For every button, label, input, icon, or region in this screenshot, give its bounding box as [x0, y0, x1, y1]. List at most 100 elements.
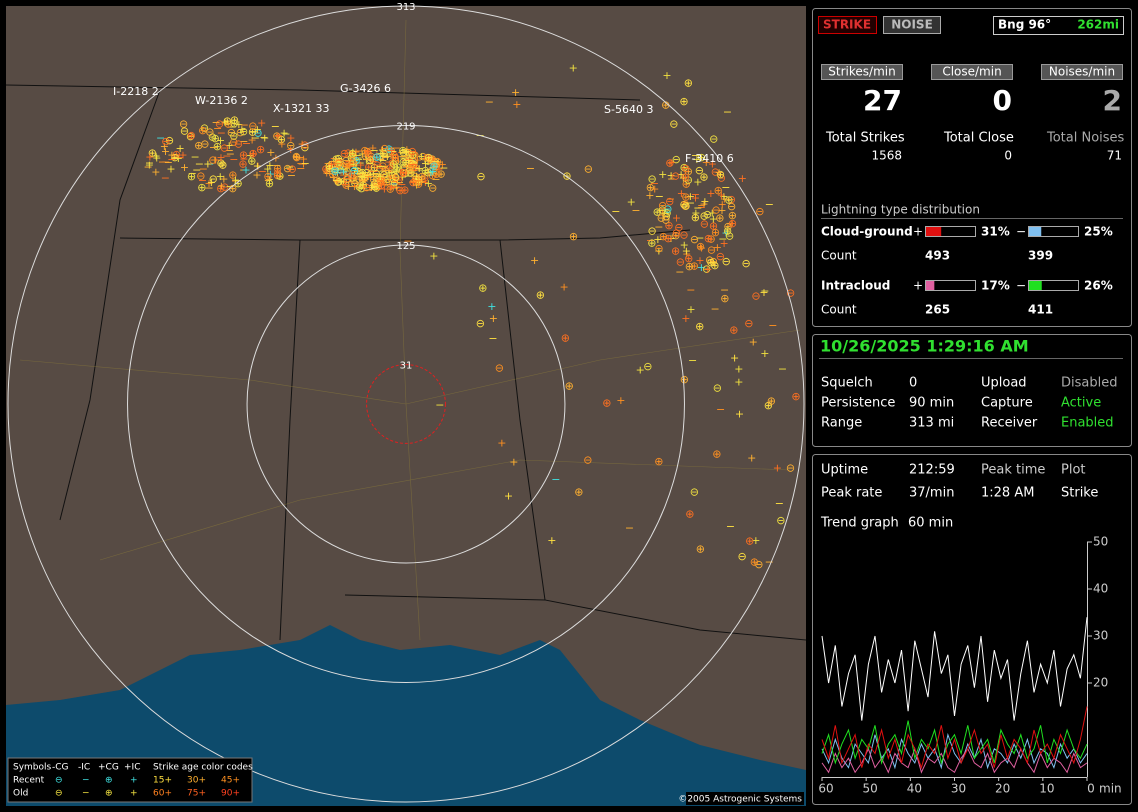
button-label[interactable]: STRIKE [823, 18, 871, 32]
strike-symbol: ⊕ [406, 151, 415, 164]
strike-symbol: − [272, 159, 281, 172]
strike-symbol: + [719, 237, 728, 250]
strike-symbol: ⊕ [292, 150, 301, 163]
strike-symbol: ⊖ [654, 242, 663, 255]
strike-symbol: ⊖ [674, 221, 683, 234]
symbol: ⊖ [55, 789, 63, 799]
strike-symbol: + [404, 160, 413, 173]
strike-symbol: ⊖ [300, 141, 309, 154]
strike-symbol: ⊖ [407, 157, 416, 170]
strike-symbol: ⊕ [355, 180, 364, 193]
strike-symbol: ⊖ [357, 182, 366, 195]
strike-symbol: ⊕ [399, 167, 408, 180]
strike-symbol: + [266, 168, 275, 181]
strike-symbol: ⊖ [342, 158, 351, 171]
strike-symbol: − [328, 155, 337, 168]
strike-symbol: − [710, 303, 719, 316]
strike-symbol: − [353, 151, 362, 164]
distribution-title: Lightning type distribution [821, 203, 980, 217]
strike-button[interactable] [818, 16, 877, 34]
count: 399 [1028, 249, 1053, 263]
strike-symbol: + [351, 162, 360, 175]
strike-symbol: + [387, 166, 396, 179]
strike-symbol: − [364, 169, 373, 182]
strike-symbol: ⊕ [682, 177, 691, 190]
strike-symbol: ⊕ [671, 245, 680, 258]
status-label: Persistence [821, 396, 895, 411]
strike-symbol: ⊕ [372, 182, 381, 195]
strike-symbol: ⊕ [711, 226, 720, 239]
strike-symbol: ⊕ [401, 156, 410, 169]
station-label: G-3426 6 [340, 82, 391, 95]
strike-symbol: ⊕ [389, 158, 398, 171]
strike-symbol: ⊕ [230, 114, 239, 127]
strike-symbol: − [397, 178, 406, 191]
strike-symbol: + [363, 145, 372, 158]
strike-symbol: ⊕ [706, 232, 715, 245]
strike-symbol: ⊕ [791, 390, 800, 403]
strike-symbol: ⊖ [428, 182, 437, 195]
panel [812, 454, 1132, 805]
strike-symbol: ⊖ [348, 148, 357, 161]
road [399, 19, 421, 641]
strike-symbol: ⊕ [423, 166, 432, 179]
strike-symbol: − [778, 363, 787, 376]
strike-symbol: + [398, 170, 407, 183]
strike-symbol: − [383, 173, 392, 186]
strike-symbol: ⊕ [379, 147, 388, 160]
strike-symbol: ⊖ [341, 179, 350, 192]
strike-symbol: − [365, 157, 374, 170]
strike-symbol: + [210, 154, 219, 167]
count-label: Count [821, 249, 857, 263]
strike-symbol: + [358, 147, 367, 160]
strike-symbol: ⊖ [672, 227, 681, 240]
strike-symbol: ⊕ [391, 151, 400, 164]
strike-symbol: − [158, 155, 167, 168]
stat-text: Uptime [821, 463, 868, 478]
strike-symbol: + [166, 162, 175, 175]
strike-symbol: + [559, 280, 568, 293]
strike-symbol: + [511, 86, 520, 99]
strike-symbol: + [738, 172, 747, 185]
strike-symbol: ⊕ [368, 153, 377, 166]
stat-text: 1:28 AM [981, 486, 1034, 501]
symbol: − [82, 776, 90, 786]
strike-symbol: ⊕ [723, 220, 732, 233]
strike-symbol: + [734, 362, 743, 375]
strike-symbol: − [213, 122, 222, 135]
strike-symbol: − [379, 164, 388, 177]
trend-graph: 20 30 40 50 60 50 40 30 20 10 0 min [818, 535, 1121, 796]
strike-symbol: ⊕ [273, 162, 282, 175]
status-label: Range [821, 416, 862, 431]
range-label: 313 [396, 2, 415, 13]
strike-symbol: − [239, 163, 248, 176]
strike-symbol: ⊖ [376, 174, 385, 187]
strike-symbol: + [718, 198, 727, 211]
strike-symbol: + [717, 189, 726, 202]
strike-symbol: ⊖ [391, 155, 400, 168]
strike-symbol: + [616, 394, 625, 407]
noise-button[interactable] [883, 16, 941, 34]
strike-symbol: + [404, 154, 413, 167]
bar-fill [926, 281, 935, 290]
strike-symbol: ⊕ [647, 236, 656, 249]
strike-symbol: − [485, 95, 494, 108]
strike-symbol: + [682, 247, 691, 260]
station-label: X-1321 33 [273, 102, 329, 115]
strike-symbol: + [389, 152, 398, 165]
button-label[interactable]: NOISE [891, 18, 933, 32]
strike-symbol: ⊖ [380, 142, 389, 155]
strike-symbol: ⊕ [695, 320, 704, 333]
strike-symbol: − [362, 153, 371, 166]
strike-symbol: ⊖ [658, 204, 667, 217]
strike-symbol: − [364, 184, 373, 197]
strike-symbol: ⊖ [690, 486, 699, 499]
rate-value: 0 [993, 84, 1012, 117]
strike-symbol: + [231, 173, 240, 186]
strike-symbol: ⊕ [395, 184, 404, 197]
strike-symbol: ⊖ [662, 210, 671, 223]
age-code: 75+ [187, 789, 206, 799]
strike-symbol: + [512, 98, 521, 111]
strike-symbol: − [204, 181, 213, 194]
strike-symbol: − [654, 220, 663, 233]
